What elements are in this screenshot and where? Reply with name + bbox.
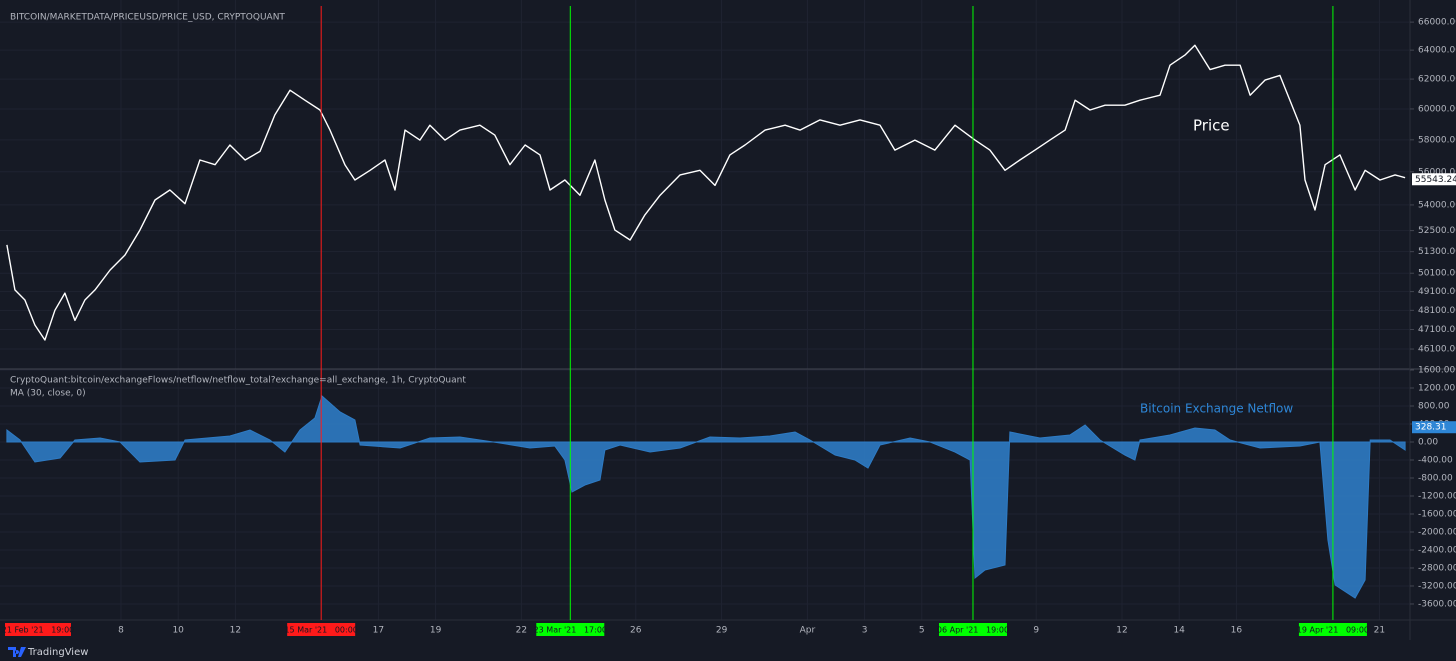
x-tick-label: 5 bbox=[919, 626, 925, 636]
y-tick-label: 46100.00 bbox=[1418, 345, 1456, 355]
axes: 46100.00 47100.00 48100.00 49100.00 50100.00… bbox=[2, 6, 1456, 636]
event-tag bbox=[1298, 623, 1367, 636]
event-tag bbox=[938, 623, 1007, 636]
y-tick-label: 62000.00 bbox=[1418, 75, 1456, 85]
y-tick-label: 47100.00 bbox=[1418, 325, 1456, 335]
x-tick-label: 21 bbox=[1374, 626, 1385, 636]
y-tick-label: 56000.00 bbox=[1418, 167, 1456, 177]
pane-title: CryptoQuant:bitcoin/exchangeFlows/netflo… bbox=[10, 376, 466, 386]
y-tick-label: 49100.00 bbox=[1418, 287, 1456, 297]
y-tick-label: 1600.00 bbox=[1418, 366, 1455, 376]
y-tick-label: 54000.00 bbox=[1418, 200, 1456, 210]
x-tick-label: Apr bbox=[800, 626, 816, 636]
y-tick-label: 58000.00 bbox=[1418, 135, 1456, 145]
grid bbox=[0, 0, 1410, 620]
y-tick-label: -3600.00 bbox=[1418, 599, 1456, 609]
x-tick-label: 12 bbox=[1116, 626, 1127, 636]
y-tick-label: 48100.00 bbox=[1418, 306, 1456, 316]
last-value-label: 328.31 bbox=[1415, 423, 1447, 433]
event-label: 15 Mar '21 00:00 bbox=[284, 626, 357, 635]
y-tick-label: 52500.00 bbox=[1418, 226, 1456, 236]
logo: TradingView bbox=[8, 647, 88, 658]
y-tick-label: 0.00 bbox=[1418, 437, 1438, 447]
y-tick-label: -2400.00 bbox=[1418, 545, 1456, 555]
x-tick-label: 9 bbox=[1033, 626, 1039, 636]
pane-title: BITCOIN/MARKETDATA/PRICEUSD/PRICE_USD, C… bbox=[10, 13, 285, 23]
event-label: 06 Apr '21 19:00 bbox=[937, 626, 1009, 635]
x-tick-label: 17 bbox=[373, 626, 384, 636]
y-tick-label: -2800.00 bbox=[1418, 563, 1456, 573]
annotation: Bitcoin Exchange Netflow bbox=[1140, 402, 1293, 416]
y-tick-label: -2000.00 bbox=[1418, 527, 1456, 537]
last-value-tag bbox=[1412, 173, 1456, 186]
y-tick-label: -800.00 bbox=[1418, 473, 1453, 483]
x-tick-label: 10 bbox=[172, 626, 184, 636]
last-value-tag bbox=[1412, 421, 1456, 434]
event-tag bbox=[536, 623, 605, 636]
y-tick-label: 1200.00 bbox=[1418, 383, 1455, 393]
x-tick-label: 12 bbox=[230, 626, 241, 636]
x-tick-label: 22 bbox=[516, 626, 527, 636]
x-tick-label: 29 bbox=[716, 626, 728, 636]
x-tick-label: 3 bbox=[862, 626, 868, 636]
y-tick-label: 50100.00 bbox=[1418, 269, 1456, 279]
x-tick-label: 8 bbox=[118, 626, 124, 636]
y-tick-label: -1600.00 bbox=[1418, 509, 1456, 519]
y-tick-label: -3200.00 bbox=[1418, 581, 1456, 591]
y-tick-label: -1200.00 bbox=[1418, 491, 1456, 501]
y-tick-label: -400.00 bbox=[1418, 455, 1453, 465]
plot-area bbox=[6, 44, 1406, 599]
start-tag bbox=[5, 623, 71, 636]
event-tag bbox=[287, 623, 356, 636]
last-value-label: 55543.24 bbox=[1415, 175, 1456, 185]
pane-subtitle: MA (30, close, 0) bbox=[10, 389, 86, 399]
y-tick-label: 51300.00 bbox=[1418, 247, 1456, 257]
logo-text: TradingView bbox=[27, 647, 88, 658]
x-tick-label: 26 bbox=[630, 626, 642, 636]
annotation: Price bbox=[1193, 117, 1230, 135]
y-tick-label: 60000.00 bbox=[1418, 104, 1456, 114]
x-tick-label: 19 bbox=[430, 626, 442, 636]
y-tick-label: 800.00 bbox=[1418, 401, 1450, 411]
x-tick-label: 16 bbox=[1231, 626, 1243, 636]
y-tick-label: 66000.00 bbox=[1418, 18, 1456, 28]
event-label: 23 Mar '21 17:00 bbox=[534, 626, 607, 635]
netflow-area bbox=[6, 395, 1406, 599]
price-line bbox=[6, 44, 1406, 341]
event-label: 19 Apr '21 09:00 bbox=[1297, 626, 1369, 635]
logo-icon bbox=[8, 647, 26, 657]
x-tick-label: 14 bbox=[1173, 626, 1185, 636]
y-tick-label: 64000.00 bbox=[1418, 46, 1456, 56]
start-label: 21 Feb '21 19:00 bbox=[2, 626, 75, 635]
